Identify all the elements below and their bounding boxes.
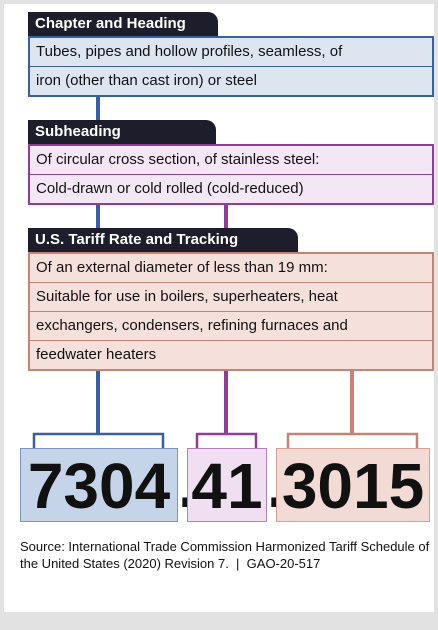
code-part: 7304 — [20, 448, 178, 522]
source-note: Source: International Trade Commission H… — [20, 539, 433, 571]
section-line: iron (other than cast iron) or steel — [30, 66, 432, 95]
section-line: Cold-drawn or cold rolled (cold-reduced) — [30, 174, 432, 203]
panel: Chapter and Heading Tubes, pipes and hol… — [4, 4, 434, 612]
connectors — [32, 92, 419, 448]
section-line: Suitable for use in boilers, superheater… — [30, 282, 432, 311]
bracket — [32, 432, 165, 448]
bracket — [195, 432, 258, 448]
section-line: Of an external diameter of less than 19 … — [36, 259, 328, 276]
section-line: Tubes, pipes and hollow profiles, seamle… — [36, 43, 343, 60]
section-box: Of circular cross section, of stainless … — [28, 144, 434, 205]
section-line: feedwater heaters — [30, 340, 432, 369]
section-box: Tubes, pipes and hollow profiles, seamle… — [28, 36, 434, 97]
section-tab: Chapter and Heading — [28, 12, 218, 36]
bracket — [286, 432, 419, 448]
section-tab: Subheading — [28, 120, 216, 144]
section-tab: U.S. Tariff Rate and Tracking — [28, 228, 298, 252]
section-line: Of circular cross section, of stainless … — [36, 151, 320, 168]
code-part: 3015 — [276, 448, 430, 522]
section-box: Of an external diameter of less than 19 … — [28, 252, 434, 371]
code-part: 41 — [187, 448, 267, 522]
section-line: exchangers, condensers, refining furnace… — [30, 311, 432, 340]
